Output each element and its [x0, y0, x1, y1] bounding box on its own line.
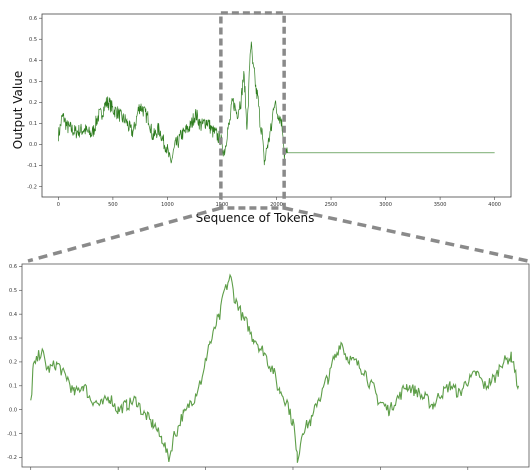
zoom-y-tick-label: 0.6: [9, 264, 17, 270]
zoom-y-tick-label: 0.5: [9, 288, 17, 294]
zoom-region-box: [219, 11, 286, 210]
main-x-tick-label: 3000: [379, 202, 392, 208]
main-y-tick-label: 0.6: [29, 16, 37, 22]
zoom-indicator: [27, 11, 529, 263]
main-y-tick-label: 0.2: [29, 100, 37, 106]
zoom-y-tick-label: -0.1: [7, 431, 17, 437]
main-x-tick-label: 3500: [434, 202, 447, 208]
zoom-y-tick-label: 0.3: [9, 336, 17, 342]
main-series-line: [58, 41, 495, 166]
zoom-y-tick-label: -0.2: [7, 455, 17, 461]
zoom-chart: -0.2 -0.1 0.0 0.1 0.2 0.3 0.4 0.5 0.6: [7, 263, 530, 470]
zoom-plot-frame: [21, 263, 530, 468]
zoom-y-tick-label: 0.4: [9, 312, 17, 318]
main-x-tick-label: 1000: [161, 202, 174, 208]
zoom-series-line: [30, 273, 520, 463]
zoom-y-tick-label: 0.0: [9, 407, 17, 413]
main-y-tick-label: -0.1: [27, 163, 37, 169]
main-y-tick-label: 0.4: [29, 58, 37, 64]
main-chart: 0 500 1000 1500 2000 2500 3000 3500 4000-0.2-0.1…: [11, 13, 512, 225]
main-y-tick-label: 0.5: [29, 37, 37, 43]
main-x-tick-label: 500: [108, 202, 118, 208]
main-x-tick-label: 0: [57, 202, 60, 208]
main-y-tick-label: 0.1: [29, 121, 37, 127]
main-y-axis-label: Output Value: [11, 71, 25, 149]
zoom-y-tick-label: 0.1: [9, 384, 17, 390]
main-x-axis-label: Sequence of Tokens: [196, 211, 315, 225]
main-x-tick-label: 2000: [270, 202, 283, 208]
main-x-tick-label: 2500: [325, 202, 338, 208]
zoom-y-tick-label: 0.2: [9, 360, 17, 366]
zoom-connector-right: [283, 206, 529, 263]
zoom-connector-left: [27, 206, 222, 263]
main-y-tick-label: 0.3: [29, 79, 37, 85]
main-x-tick-label: 4000: [488, 202, 501, 208]
main-y-tick-label: 0.0: [29, 142, 37, 148]
main-y-tick-label: -0.2: [27, 184, 37, 190]
